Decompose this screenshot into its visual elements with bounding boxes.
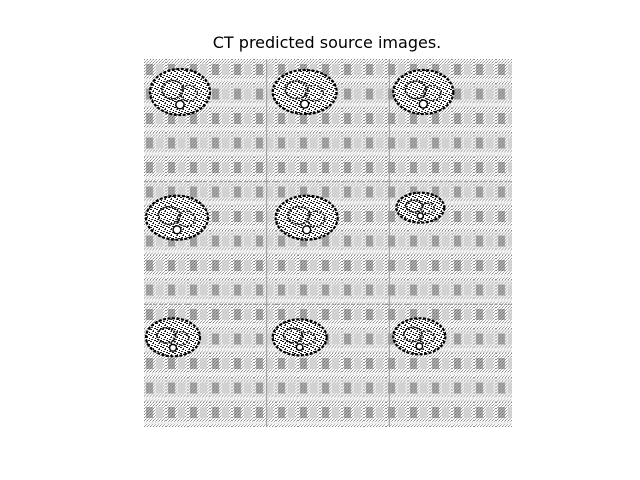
spine-outline — [168, 343, 178, 352]
organ-outline — [423, 84, 442, 102]
organ-outline — [405, 199, 424, 213]
organ-outline — [419, 330, 436, 345]
body-slice — [274, 194, 339, 241]
image-cell-7 — [144, 304, 268, 427]
spine-outline — [416, 212, 425, 220]
image-cell-4 — [144, 181, 268, 305]
spine-outline — [300, 99, 310, 109]
spine-outline — [302, 225, 312, 235]
body-slice — [148, 67, 212, 117]
spine-outline — [172, 225, 182, 235]
organ-outline — [179, 84, 199, 102]
body-slice — [144, 194, 210, 241]
organ-outline — [284, 80, 309, 100]
image-grid-axes — [144, 59, 512, 427]
organ-outline — [282, 327, 304, 344]
organ-outline — [172, 330, 190, 346]
spine-outline — [415, 342, 424, 351]
image-cell-5 — [266, 181, 390, 305]
body-slice — [144, 317, 202, 358]
image-cell-2 — [266, 59, 390, 183]
organ-outline — [156, 327, 177, 344]
organ-outline — [304, 84, 324, 102]
organ-outline — [402, 326, 423, 343]
organ-outline — [420, 202, 435, 215]
organ-outline — [299, 331, 317, 346]
spine-outline — [295, 343, 304, 352]
body-slice — [271, 68, 338, 116]
image-grid — [144, 59, 512, 427]
image-cell-9 — [392, 317, 447, 356]
checker-background — [144, 59, 512, 427]
spine-outline — [418, 99, 428, 109]
image-cell-3 — [389, 68, 512, 183]
organ-outline — [161, 79, 184, 100]
spine-outline — [175, 99, 185, 110]
organ-outline — [404, 80, 428, 100]
organ-outline — [306, 210, 326, 228]
image-cell-8 — [271, 304, 390, 427]
image-cell-1 — [144, 59, 268, 183]
organ-outline — [287, 205, 311, 226]
figure-title: CT predicted source images. — [212, 33, 442, 52]
organ-outline — [157, 205, 181, 226]
organ-outline — [176, 210, 196, 228]
image-cell-6 — [389, 191, 512, 305]
